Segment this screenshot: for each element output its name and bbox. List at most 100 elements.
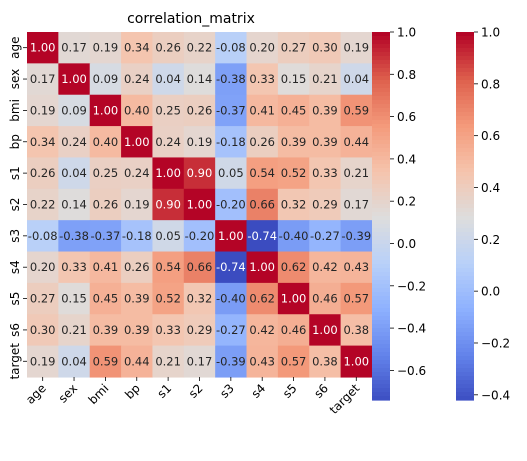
heatmap-cell (183, 251, 216, 284)
heatmap-cell (121, 63, 154, 96)
x-tick-label: sex (56, 381, 80, 405)
heatmap-cell (27, 126, 59, 159)
cell-annotation: 0.04 (61, 166, 87, 180)
heatmap-cell (152, 188, 185, 221)
colorbar-gradient-segment (456, 64, 474, 69)
colorbar-gradient-segment (372, 96, 390, 101)
colorbar-gradient-segment (372, 184, 390, 189)
colorbar-tick-label: 0.4 (397, 152, 416, 166)
colorbar-tick-label: 0.0 (397, 237, 416, 251)
heatmap-cell (277, 345, 310, 378)
colorbar-gradient-segment (372, 52, 390, 57)
heatmap-cell (58, 157, 91, 190)
colorbar-gradient-segment (456, 332, 474, 337)
cell-annotation: 0.22 (187, 41, 213, 55)
cell-annotation: 1.00 (93, 103, 119, 117)
colorbar-gradient-segment (456, 276, 474, 281)
heatmap-cell (277, 157, 310, 190)
heatmap-cell (152, 345, 185, 378)
heatmap-cell (246, 94, 279, 127)
heatmap-cell (89, 251, 122, 284)
x-tick-label: s3 (217, 381, 237, 401)
colorbar-gradient-segment (456, 48, 474, 53)
colorbar-tick-label: 1.0 (481, 26, 500, 40)
colorbar-gradient-segment (372, 272, 390, 277)
cell-annotation: 0.24 (155, 135, 181, 149)
cell-annotation: 0.45 (93, 292, 119, 306)
heatmap-cell (246, 251, 279, 284)
colorbar-gradient-segment (456, 308, 474, 313)
colorbar-gradient-segment (456, 364, 474, 369)
colorbar-gradient-segment (372, 244, 390, 249)
cell-annotation: 0.05 (155, 229, 181, 243)
colorbar-gradient-segment (456, 56, 474, 61)
cell-annotation: 0.19 (124, 197, 150, 211)
colorbar-gradient-segment (456, 252, 474, 257)
colorbar-tick-label: −0.4 (481, 388, 510, 402)
cell-annotation: -0.37 (216, 103, 246, 117)
y-tick-label: bmi (8, 99, 22, 122)
colorbar-gradient-segment (372, 188, 390, 193)
heatmap-cell (58, 32, 91, 64)
heatmap-cell (27, 32, 59, 64)
heatmap-cell (309, 345, 342, 378)
cell-annotation: 0.26 (30, 166, 56, 180)
colorbar-gradient-segment (456, 168, 474, 173)
cell-annotation: 1.00 (61, 72, 87, 86)
cell-annotation: 0.39 (124, 323, 150, 337)
heatmap-cell (340, 220, 373, 253)
colorbar-gradient-segment (456, 392, 474, 397)
colorbar-gradient-segment (456, 116, 474, 121)
cell-annotation: 1.00 (343, 354, 369, 368)
colorbar-gradient-segment (456, 228, 474, 233)
cell-annotation: 0.17 (187, 354, 213, 368)
heatmap-cell (58, 63, 91, 96)
cell-annotation: 0.27 (30, 292, 56, 306)
colorbar-gradient-segment (372, 304, 390, 309)
heatmap-cell (27, 188, 59, 221)
colorbar-gradient-segment (456, 304, 474, 309)
cell-annotation: 0.33 (249, 72, 275, 86)
colorbar-gradient-segment (372, 108, 390, 113)
colorbar-tick-label: −0.2 (481, 336, 510, 350)
heatmap-cell (183, 282, 216, 315)
colorbar-gradient-segment (456, 92, 474, 97)
cell-annotation: 0.20 (30, 260, 56, 274)
colorbar-tick-label: 0.6 (481, 129, 500, 143)
colorbar-gradient-segment (456, 180, 474, 185)
colorbar-tick-label: 0.2 (481, 233, 500, 247)
heatmap-cell (246, 157, 279, 190)
cell-annotation: 1.00 (249, 260, 275, 274)
colorbar-gradient-segment (372, 284, 390, 289)
colorbar-gradient-segment (456, 328, 474, 333)
heatmap-cell (309, 314, 342, 347)
cell-annotation: 0.52 (155, 292, 181, 306)
colorbar-gradient-segment (456, 52, 474, 57)
colorbar-gradient-segment (372, 116, 390, 121)
cell-annotation: 0.34 (124, 41, 150, 55)
heatmap-cell (89, 314, 122, 347)
x-tick-label: s1 (155, 381, 175, 401)
colorbar-gradient-segment (456, 284, 474, 289)
heatmap-cell (215, 94, 248, 127)
colorbar-gradient-segment (456, 184, 474, 189)
colorbar-gradient-segment (456, 312, 474, 317)
heatmap-cell (58, 188, 91, 221)
cell-annotation: 0.26 (93, 197, 119, 211)
heatmap-cell (183, 220, 216, 253)
colorbar-gradient-segment (372, 144, 390, 149)
heatmap-cell (121, 282, 154, 315)
heatmap-cell (340, 251, 373, 284)
colorbar-gradient-segment (456, 260, 474, 265)
heatmap-cell (340, 157, 373, 190)
cell-annotation: 0.45 (281, 103, 307, 117)
cell-annotation: 0.26 (124, 260, 150, 274)
colorbar-gradient-segment (372, 252, 390, 257)
colorbar-gradient-segment (456, 44, 474, 49)
colorbar-gradient-segment (372, 384, 390, 389)
colorbar-gradient-segment (372, 312, 390, 317)
colorbar-gradient-segment (456, 136, 474, 141)
cell-annotation: 0.17 (30, 72, 56, 86)
cell-annotation: 0.26 (249, 135, 275, 149)
colorbar-gradient-segment (456, 36, 474, 41)
